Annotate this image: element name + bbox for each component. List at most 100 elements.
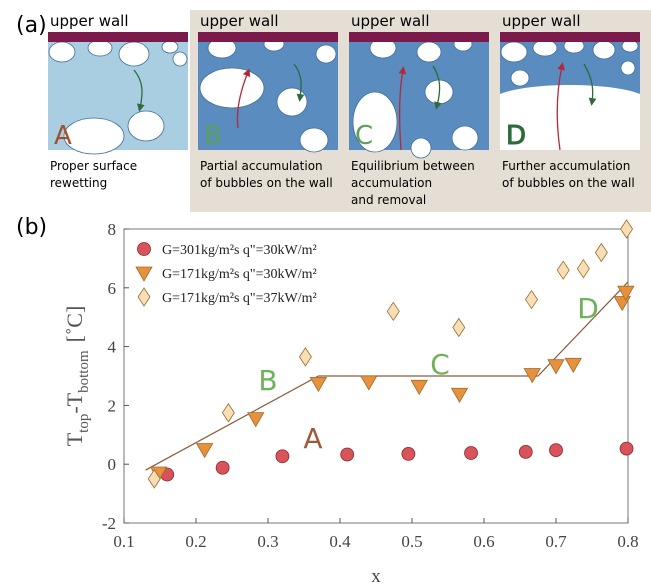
wall-label: upper wall <box>351 12 430 30</box>
bubble <box>501 42 527 62</box>
legend-marker <box>138 288 150 306</box>
point <box>557 261 569 279</box>
caption: Equilibrium between <box>351 159 475 173</box>
x-tick-label: 0.3 <box>257 532 278 551</box>
annotation: D <box>577 292 599 325</box>
caption: of bubbles on the wall <box>502 176 635 190</box>
bubble <box>277 88 307 116</box>
wall-label: upper wall <box>200 12 279 30</box>
bubble <box>621 61 635 75</box>
y-tick-label: 6 <box>108 279 117 298</box>
point <box>361 376 377 390</box>
caption: Partial accumulation <box>200 159 323 173</box>
point <box>452 388 468 402</box>
x-axis-label: x <box>371 566 381 586</box>
legend-marker <box>138 243 151 256</box>
y-axis-label-part: bottom <box>76 350 92 393</box>
figure: (a) (b) Aupper wall Proper surface rewetti… <box>0 0 651 586</box>
point <box>465 447 478 460</box>
panel-label: (b) <box>16 215 47 240</box>
x-tick-label: 0.7 <box>545 532 567 551</box>
point <box>310 377 326 391</box>
y-tick-label: 2 <box>108 396 117 415</box>
bubble <box>173 52 187 66</box>
bubble <box>162 41 178 53</box>
bubble <box>411 138 431 158</box>
caption: of bubbles on the wall <box>200 176 333 190</box>
caption: and removal <box>351 193 426 207</box>
y-tick-label: 0 <box>108 455 117 474</box>
upper-wall <box>48 32 188 42</box>
sub-image: B <box>198 32 338 152</box>
point <box>387 302 399 320</box>
y-axis-label-part: [˚C] <box>62 306 87 343</box>
sub-image-letter: B <box>204 121 222 151</box>
point <box>548 360 564 374</box>
legend-label: G=171kg/m²s q"=30kW/m² <box>162 267 317 282</box>
y-axis-label-part: top <box>76 414 92 433</box>
point <box>519 445 532 458</box>
point <box>248 413 264 427</box>
point <box>276 450 289 463</box>
bubble <box>119 42 149 66</box>
legend-label: G=301kg/m²s q"=30kW/m² <box>162 243 317 258</box>
annotation: C <box>430 348 450 381</box>
bubble <box>511 70 529 86</box>
point <box>222 404 234 422</box>
wall-label: upper wall <box>50 12 129 30</box>
y-tick-label: 8 <box>108 220 117 239</box>
sub-image-letter: A <box>54 121 72 151</box>
x-tick-label: 0.6 <box>473 532 494 551</box>
x-tick-label: 0.1 <box>113 532 134 551</box>
point <box>299 348 311 366</box>
sub-image: D <box>500 32 640 151</box>
upper-wall <box>349 32 489 42</box>
sub-image-letter: C <box>355 121 373 151</box>
sub-image: A <box>48 32 188 154</box>
sub-image-letter: D <box>506 121 526 151</box>
point <box>550 444 563 457</box>
bubble <box>593 41 615 59</box>
bubble <box>452 126 478 150</box>
x-tick-label: 0.8 <box>617 532 638 551</box>
annotation: B <box>258 364 277 397</box>
y-tick-label: -2 <box>102 514 116 533</box>
y-tick-label: 4 <box>108 338 117 357</box>
caption: Further accumulation <box>502 159 630 173</box>
point <box>411 380 427 394</box>
bubble <box>49 42 75 62</box>
point <box>526 291 538 309</box>
caption: accumulation <box>351 176 432 190</box>
point <box>577 260 589 278</box>
upper-wall <box>500 32 640 42</box>
annotation: A <box>303 422 322 455</box>
legend-label: G=171kg/m²s q"=37kW/m² <box>162 291 317 306</box>
panel-label: (a) <box>16 13 47 38</box>
x-tick-label: 0.5 <box>401 532 422 551</box>
point <box>565 358 581 372</box>
point <box>216 461 229 474</box>
x-tick-label: 0.2 <box>185 532 206 551</box>
caption: rewetting <box>50 176 107 190</box>
y-axis-label: Ttop-Tbottom [˚C] <box>62 306 92 447</box>
bubble <box>300 128 328 152</box>
bubble <box>64 118 124 154</box>
wall-label: upper wall <box>502 12 581 30</box>
point <box>621 220 633 238</box>
bubble <box>88 40 112 56</box>
y-axis-label-part: -T <box>62 392 87 413</box>
point <box>341 448 354 461</box>
upper-wall <box>198 32 338 42</box>
point <box>595 244 607 262</box>
x-tick-label: 0.4 <box>329 532 351 551</box>
y-axis-label-part: T <box>62 432 87 446</box>
bubble <box>533 40 557 56</box>
point <box>197 444 213 458</box>
point <box>453 318 465 336</box>
bubble <box>200 68 264 108</box>
bubble <box>316 45 336 63</box>
sub-image: C <box>349 32 489 158</box>
point <box>620 442 633 455</box>
trend-line <box>146 282 628 470</box>
caption: Proper surface <box>50 159 137 173</box>
